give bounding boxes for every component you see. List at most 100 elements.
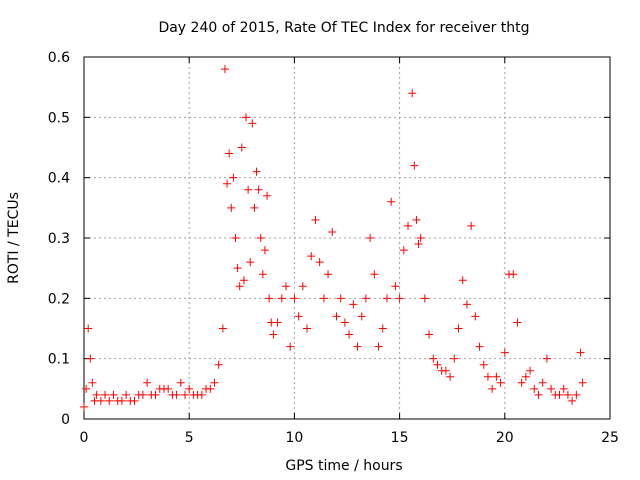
data-point [340, 318, 349, 327]
data-point [328, 227, 337, 236]
x-tick-label: 15 [391, 430, 409, 446]
y-tick-label: 0.4 [48, 171, 70, 187]
data-point [414, 240, 423, 249]
data-point [441, 366, 450, 375]
data-point [88, 378, 97, 387]
data-point [138, 390, 147, 399]
data-point [526, 366, 535, 375]
x-tick-label: 5 [185, 430, 194, 446]
data-point [227, 203, 236, 212]
data-point [563, 390, 572, 399]
data-point [254, 185, 263, 194]
data-point [143, 378, 152, 387]
data-point [315, 258, 324, 267]
data-point [273, 318, 282, 327]
data-point [248, 119, 257, 128]
data-point [252, 167, 261, 176]
data-point [542, 354, 551, 363]
data-point [84, 324, 93, 333]
data-point [467, 221, 476, 230]
x-tick-label: 20 [496, 430, 514, 446]
data-point [235, 282, 244, 291]
data-point [534, 390, 543, 399]
data-point [568, 396, 577, 405]
data-point [258, 270, 267, 279]
data-point [122, 390, 131, 399]
y-tick-label: 0.2 [48, 291, 70, 307]
data-point [420, 294, 429, 303]
data-point [382, 294, 391, 303]
data-points [80, 65, 587, 411]
data-point [374, 342, 383, 351]
data-point [492, 372, 501, 381]
data-point [458, 276, 467, 285]
data-point [277, 294, 286, 303]
y-tick-label: 0.3 [48, 231, 70, 247]
data-point [130, 396, 139, 405]
data-point [105, 396, 114, 405]
data-point [408, 89, 417, 98]
data-point [521, 372, 530, 381]
data-point [80, 402, 88, 411]
data-point [454, 324, 463, 333]
data-point [281, 282, 290, 291]
data-point [412, 215, 421, 224]
data-point [307, 252, 316, 261]
data-point [269, 330, 278, 339]
data-point [578, 378, 587, 387]
data-point [233, 264, 242, 273]
data-point [479, 360, 488, 369]
data-point [210, 378, 219, 387]
data-point [303, 324, 312, 333]
data-point [336, 294, 345, 303]
data-point [176, 378, 185, 387]
data-point [246, 258, 255, 267]
data-point [345, 330, 354, 339]
data-point [92, 390, 101, 399]
axis-ticks: 0 5 10 15 20 25 0 0.1 0.2 0.3 0.4 0.5 0.6 [48, 50, 619, 446]
data-point [446, 372, 455, 381]
data-point [471, 312, 480, 321]
data-point [361, 294, 370, 303]
data-point [319, 294, 328, 303]
data-point [172, 390, 181, 399]
data-point [286, 342, 295, 351]
data-point [185, 384, 194, 393]
data-point [96, 396, 105, 405]
data-point [429, 354, 438, 363]
grid-lines [84, 57, 610, 419]
chart-title: Day 240 of 2015, Rate Of TEC Index for r… [158, 20, 529, 36]
data-point [225, 149, 234, 158]
data-point [242, 113, 251, 122]
data-point [324, 270, 333, 279]
data-point [220, 65, 229, 74]
data-point [250, 203, 259, 212]
data-point [357, 312, 366, 321]
data-point [311, 215, 320, 224]
data-point [370, 270, 379, 279]
y-tick-label: 0.6 [48, 50, 70, 66]
y-tick-label: 0.1 [48, 352, 70, 368]
data-point [513, 318, 522, 327]
data-point [239, 276, 248, 285]
data-point [425, 330, 434, 339]
data-point [229, 173, 238, 182]
data-point [366, 234, 375, 242]
data-point [391, 282, 400, 291]
data-point [517, 378, 526, 387]
data-point [256, 234, 265, 242]
data-point [483, 372, 492, 381]
data-point [576, 348, 585, 357]
data-point [101, 390, 110, 399]
data-point [218, 324, 227, 333]
data-point [86, 354, 95, 363]
data-point [433, 360, 442, 369]
data-point [462, 300, 471, 309]
data-point [378, 324, 387, 333]
plot-frame [83, 56, 611, 420]
data-point [475, 342, 484, 351]
data-point [197, 390, 206, 399]
data-point [237, 143, 246, 152]
data-point [530, 384, 539, 393]
